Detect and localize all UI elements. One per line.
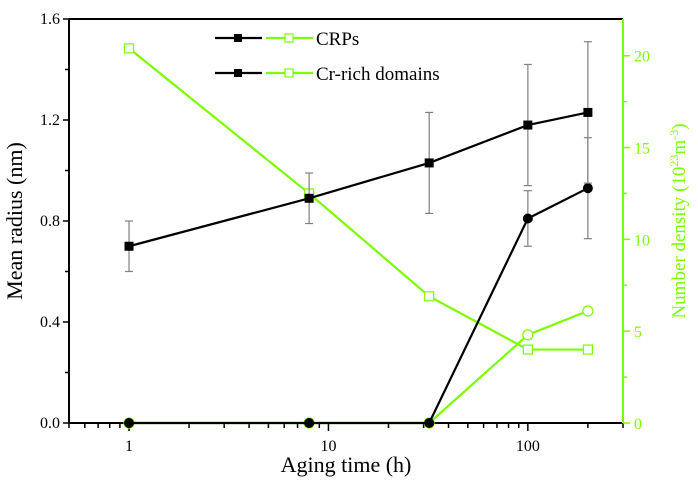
y2-axis-label: Number density (1023m-3) xyxy=(667,123,690,318)
y2-label-end: ) xyxy=(669,123,690,129)
x-axis-label: Aging time (h) xyxy=(281,452,412,477)
y2-label-exp2: -3 xyxy=(667,130,681,140)
legend-open-square-marker xyxy=(284,68,294,78)
filled-circle-marker xyxy=(582,183,593,194)
y2-tick-label: 10 xyxy=(634,232,650,249)
y2-tick-label: 0 xyxy=(634,416,642,433)
y-axis-label: Mean radius (nm) xyxy=(2,142,27,300)
filled-square-marker xyxy=(583,107,593,117)
legend-label: Cr-rich domains xyxy=(316,64,440,85)
open-square-marker xyxy=(123,43,135,54)
series-crps-left xyxy=(124,41,593,273)
filled-circle-marker xyxy=(424,418,435,428)
y2-label-mid: m xyxy=(669,140,690,155)
legend-filled-square-marker xyxy=(234,69,242,77)
legend-item: Cr-rich domains xyxy=(215,64,440,85)
series-line xyxy=(129,309,589,425)
open-circle-marker xyxy=(582,305,594,317)
x-tick-label: 100 xyxy=(516,438,540,455)
y-tick-label: 1.6 xyxy=(40,11,60,28)
open-square-marker xyxy=(522,344,533,355)
open-square-marker xyxy=(424,291,435,302)
series-cr-rich-domains-left xyxy=(124,137,593,428)
y2-label-exp1: 23 xyxy=(667,155,681,167)
legend: CRPs Cr-rich domains xyxy=(215,29,440,85)
filled-circle-marker xyxy=(522,213,533,224)
y2-tick-label: 15 xyxy=(634,141,650,158)
y2-tick-label: 20 xyxy=(634,49,650,66)
series-line xyxy=(128,111,589,248)
series-line xyxy=(128,47,588,351)
y-tick-label: 0.8 xyxy=(40,213,60,230)
legend-open-square-marker xyxy=(284,33,294,43)
y-tick-label: 0.4 xyxy=(40,314,60,331)
y-tick-label: 0.0 xyxy=(40,415,60,432)
filled-square-marker xyxy=(304,193,314,203)
filled-circle-marker xyxy=(124,418,135,428)
y2-tick-label: 5 xyxy=(634,324,642,341)
filled-square-marker xyxy=(523,120,533,130)
x-tick-label: 10 xyxy=(320,438,336,455)
y-tick-label: 1.2 xyxy=(40,112,60,129)
y2-label-base: Number density (10 xyxy=(669,167,690,319)
legend-label: CRPs xyxy=(316,29,359,50)
series-line xyxy=(129,187,589,425)
legend-filled-square-marker xyxy=(234,34,242,42)
filled-circle-marker xyxy=(304,418,315,428)
series-cr-rich-domains-right xyxy=(123,305,594,429)
filled-square-marker xyxy=(124,241,134,251)
filled-square-marker xyxy=(424,158,434,168)
series-crps-right xyxy=(123,43,593,355)
chart-marks xyxy=(123,41,594,429)
x-tick-label: 1 xyxy=(125,438,133,455)
legend-item: CRPs xyxy=(215,29,359,50)
open-square-marker xyxy=(582,344,593,355)
open-circle-marker xyxy=(522,329,534,341)
